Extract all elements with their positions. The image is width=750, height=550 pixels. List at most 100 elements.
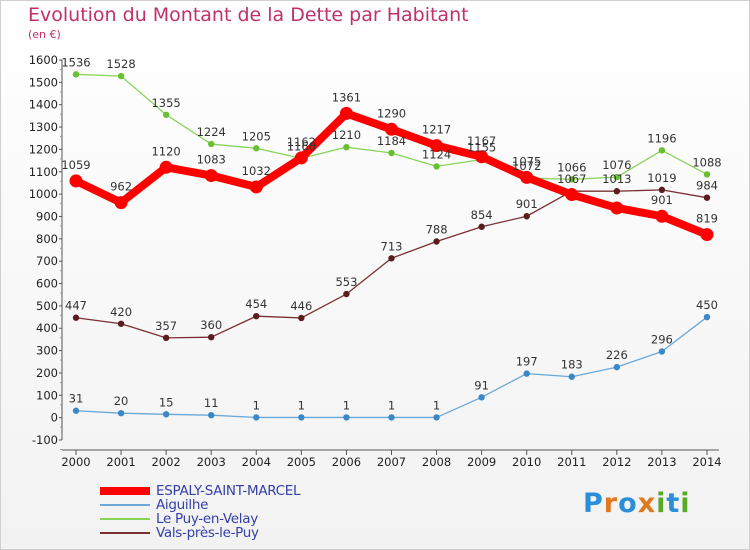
data-label: 1013: [602, 172, 631, 186]
data-point: [253, 145, 260, 152]
data-label: 1032: [242, 164, 271, 178]
data-point: [384, 122, 398, 136]
series-layer: [69, 71, 714, 421]
data-point: [658, 348, 666, 355]
y-tick-label: 1500: [29, 75, 58, 89]
data-point: [208, 411, 215, 419]
data-label: 788: [426, 223, 448, 237]
data-point: [613, 173, 621, 181]
data-point: [475, 150, 489, 164]
x-tick-label: 2008: [422, 455, 451, 469]
data-label: 1066: [557, 160, 586, 174]
data-point: [249, 180, 263, 194]
data-label: 1361: [332, 90, 361, 104]
legend-label: Le Puy-en-Velay: [156, 511, 258, 527]
data-point: [298, 314, 305, 322]
data-label: 454: [245, 297, 267, 311]
data-point: [388, 255, 395, 262]
data-point: [433, 163, 440, 170]
data-label: 1076: [602, 158, 631, 172]
x-tick-label: 2014: [692, 455, 721, 469]
data-point: [658, 147, 666, 154]
data-label: 15: [159, 395, 174, 409]
x-tick-label: 2003: [197, 455, 226, 469]
data-point: [343, 414, 350, 421]
data-label: 296: [651, 332, 673, 346]
axes: -100 0 100 200 300 400 500 600 700 800 900 1000 1100…: [29, 53, 722, 469]
data-label: 1083: [197, 153, 226, 167]
data-label: 1155: [467, 140, 496, 154]
y-tick-label: 900: [36, 209, 58, 223]
data-point: [253, 414, 260, 421]
data-point: [72, 71, 80, 78]
x-tick-label: 2005: [287, 455, 316, 469]
y-tick-label: 700: [36, 254, 58, 268]
data-label: 446: [290, 299, 312, 313]
data-label: 1217: [422, 123, 451, 137]
data-point: [523, 370, 530, 377]
data-point: [613, 363, 621, 371]
data-label: 1290: [377, 106, 406, 120]
x-tick-label: 2002: [151, 455, 180, 469]
logo-letter: t: [666, 488, 681, 519]
y-tick-label: 1200: [29, 142, 58, 156]
data-point: [208, 140, 215, 148]
x-tick-label: 2006: [332, 455, 361, 469]
data-label: 226: [606, 348, 628, 362]
data-point: [253, 312, 260, 320]
data-label: 553: [335, 275, 357, 289]
data-label: 1124: [422, 147, 451, 161]
data-point: [658, 186, 666, 194]
data-point: [430, 139, 444, 153]
data-label: 31: [69, 392, 84, 406]
data-label: 1536: [61, 55, 90, 69]
data-label: 1160: [287, 139, 316, 153]
y-tick-label: 1100: [29, 165, 58, 179]
legend-swatch: [100, 487, 150, 495]
legend-swatch: [100, 518, 150, 520]
data-point: [339, 106, 353, 120]
series-0: [69, 106, 714, 242]
chart-title: Evolution du Montant de la Dette par Hab…: [28, 4, 469, 26]
data-label: 1355: [151, 96, 180, 110]
x-tick-label: 2010: [512, 455, 541, 469]
data-point: [703, 313, 711, 321]
logo-letter: o: [618, 488, 638, 519]
data-label: 1210: [332, 128, 361, 142]
data-point: [703, 171, 711, 178]
proxiti-logo: Proxiti: [583, 488, 691, 519]
data-label: 1088: [692, 155, 721, 169]
y-tick-label: 1400: [29, 98, 58, 112]
logo-letter: i: [656, 488, 667, 519]
data-label: 1075: [512, 154, 541, 168]
data-label: 901: [516, 197, 538, 211]
data-point: [117, 409, 125, 417]
data-label: 357: [155, 319, 177, 333]
data-point: [703, 194, 711, 201]
series-1: [72, 313, 711, 421]
y-tick-label: 400: [36, 321, 58, 335]
data-point: [72, 314, 80, 321]
y-tick-label: 0: [51, 411, 58, 425]
data-point: [433, 238, 440, 245]
y-tick-label: 1600: [29, 53, 58, 67]
data-label: 1205: [242, 129, 271, 143]
data-label: 447: [65, 299, 87, 313]
data-label: 1196: [647, 131, 676, 145]
y-tick-label: 300: [36, 344, 58, 358]
data-label: 360: [200, 318, 222, 332]
data-label: 1184: [377, 134, 406, 148]
series-3: [72, 186, 711, 342]
data-label: 1: [388, 398, 395, 412]
data-label: 854: [471, 208, 493, 222]
data-label: 20: [114, 394, 129, 408]
data-point: [69, 174, 83, 188]
data-label: 183: [561, 358, 583, 372]
data-label: 1059: [61, 158, 90, 172]
y-tick-label: -100: [32, 433, 58, 447]
data-label: 1528: [106, 57, 135, 71]
data-point: [520, 170, 534, 184]
data-point: [162, 411, 170, 418]
